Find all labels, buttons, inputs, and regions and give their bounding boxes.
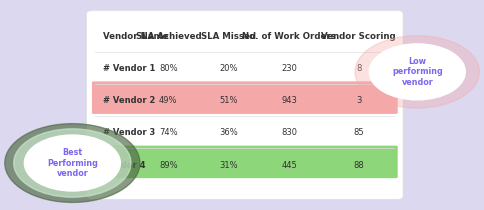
Text: Vendor Scoring: Vendor Scoring: [321, 32, 396, 41]
Text: Low
performing
vendor: Low performing vendor: [392, 57, 443, 87]
Text: 830: 830: [281, 129, 297, 138]
Text: # Vendor 2: # Vendor 2: [103, 96, 155, 105]
Circle shape: [355, 35, 480, 108]
FancyBboxPatch shape: [87, 11, 403, 199]
Text: 74%: 74%: [159, 129, 178, 138]
Text: Best
Performing
vendor: Best Performing vendor: [47, 148, 98, 178]
Text: # Vendor 1: # Vendor 1: [103, 64, 155, 73]
Text: Vendor Name: Vendor Name: [103, 32, 168, 41]
Text: 49%: 49%: [159, 96, 178, 105]
Text: 20%: 20%: [220, 64, 238, 73]
Text: 8: 8: [356, 64, 361, 73]
Text: 85: 85: [353, 129, 364, 138]
Text: 3: 3: [356, 96, 361, 105]
Circle shape: [24, 135, 121, 191]
FancyBboxPatch shape: [92, 81, 398, 114]
Circle shape: [5, 124, 140, 202]
Text: 88: 88: [353, 161, 364, 170]
Text: 445: 445: [281, 161, 297, 170]
Text: 51%: 51%: [220, 96, 238, 105]
Text: No. of Work Orders: No. of Work Orders: [242, 32, 336, 41]
Circle shape: [369, 44, 465, 100]
Text: SLA Achieved: SLA Achieved: [136, 32, 201, 41]
Text: 80%: 80%: [159, 64, 178, 73]
Text: SLA Missed: SLA Missed: [201, 32, 257, 41]
Text: 943: 943: [281, 96, 297, 105]
Text: Vendor 4: Vendor 4: [103, 161, 145, 170]
Text: 230: 230: [281, 64, 297, 73]
FancyBboxPatch shape: [92, 146, 398, 178]
Text: 36%: 36%: [219, 129, 238, 138]
Text: 89%: 89%: [159, 161, 178, 170]
Circle shape: [14, 129, 131, 197]
Text: # Vendor 3: # Vendor 3: [103, 129, 155, 138]
Text: 31%: 31%: [220, 161, 238, 170]
